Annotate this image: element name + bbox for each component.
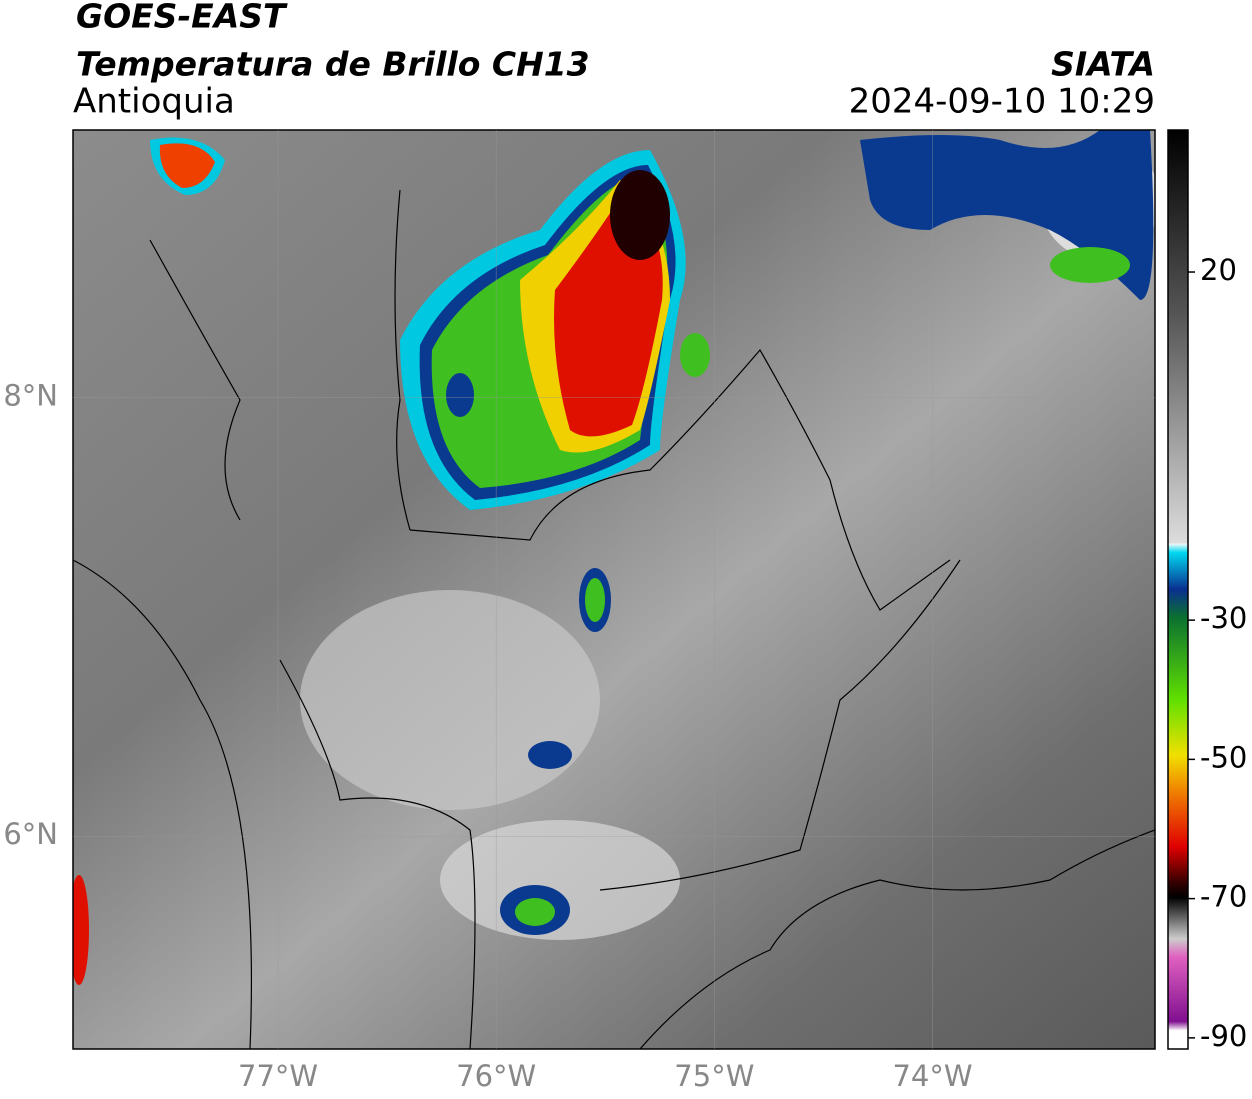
y-tick-label: 8°N: [3, 379, 58, 413]
colorbar-tick-label: -70: [1200, 880, 1247, 914]
x-tick-label: 77°W: [238, 1059, 318, 1093]
x-tick-label: 75°W: [674, 1059, 754, 1093]
colorbar: [1167, 129, 1189, 1050]
map-frame: [72, 129, 1156, 1050]
y-tick-label: 6°N: [3, 817, 58, 851]
x-tick-label: 74°W: [892, 1059, 972, 1093]
colorbar-tick-label: -50: [1200, 740, 1247, 774]
region: Antioquia: [73, 82, 235, 122]
colorbar-tick-label: -30: [1200, 601, 1247, 635]
source: SIATA: [1051, 45, 1155, 84]
title: Temperatura de Brillo CH13: [76, 45, 590, 84]
satellite: GOES-EAST: [76, 0, 288, 36]
satellite-image: [73, 130, 1155, 1049]
datetime: 2024-09-10 10:29: [849, 82, 1155, 122]
colorbar-tick-label: -90: [1200, 1019, 1247, 1053]
colorbar-tick-label: 20: [1200, 253, 1237, 287]
axes: 77°W 76°W 75°W 74°W 6°N 8°N 20 -30 -50 -70 -90: [3, 130, 1247, 1093]
x-tick-label: 76°W: [456, 1059, 536, 1093]
